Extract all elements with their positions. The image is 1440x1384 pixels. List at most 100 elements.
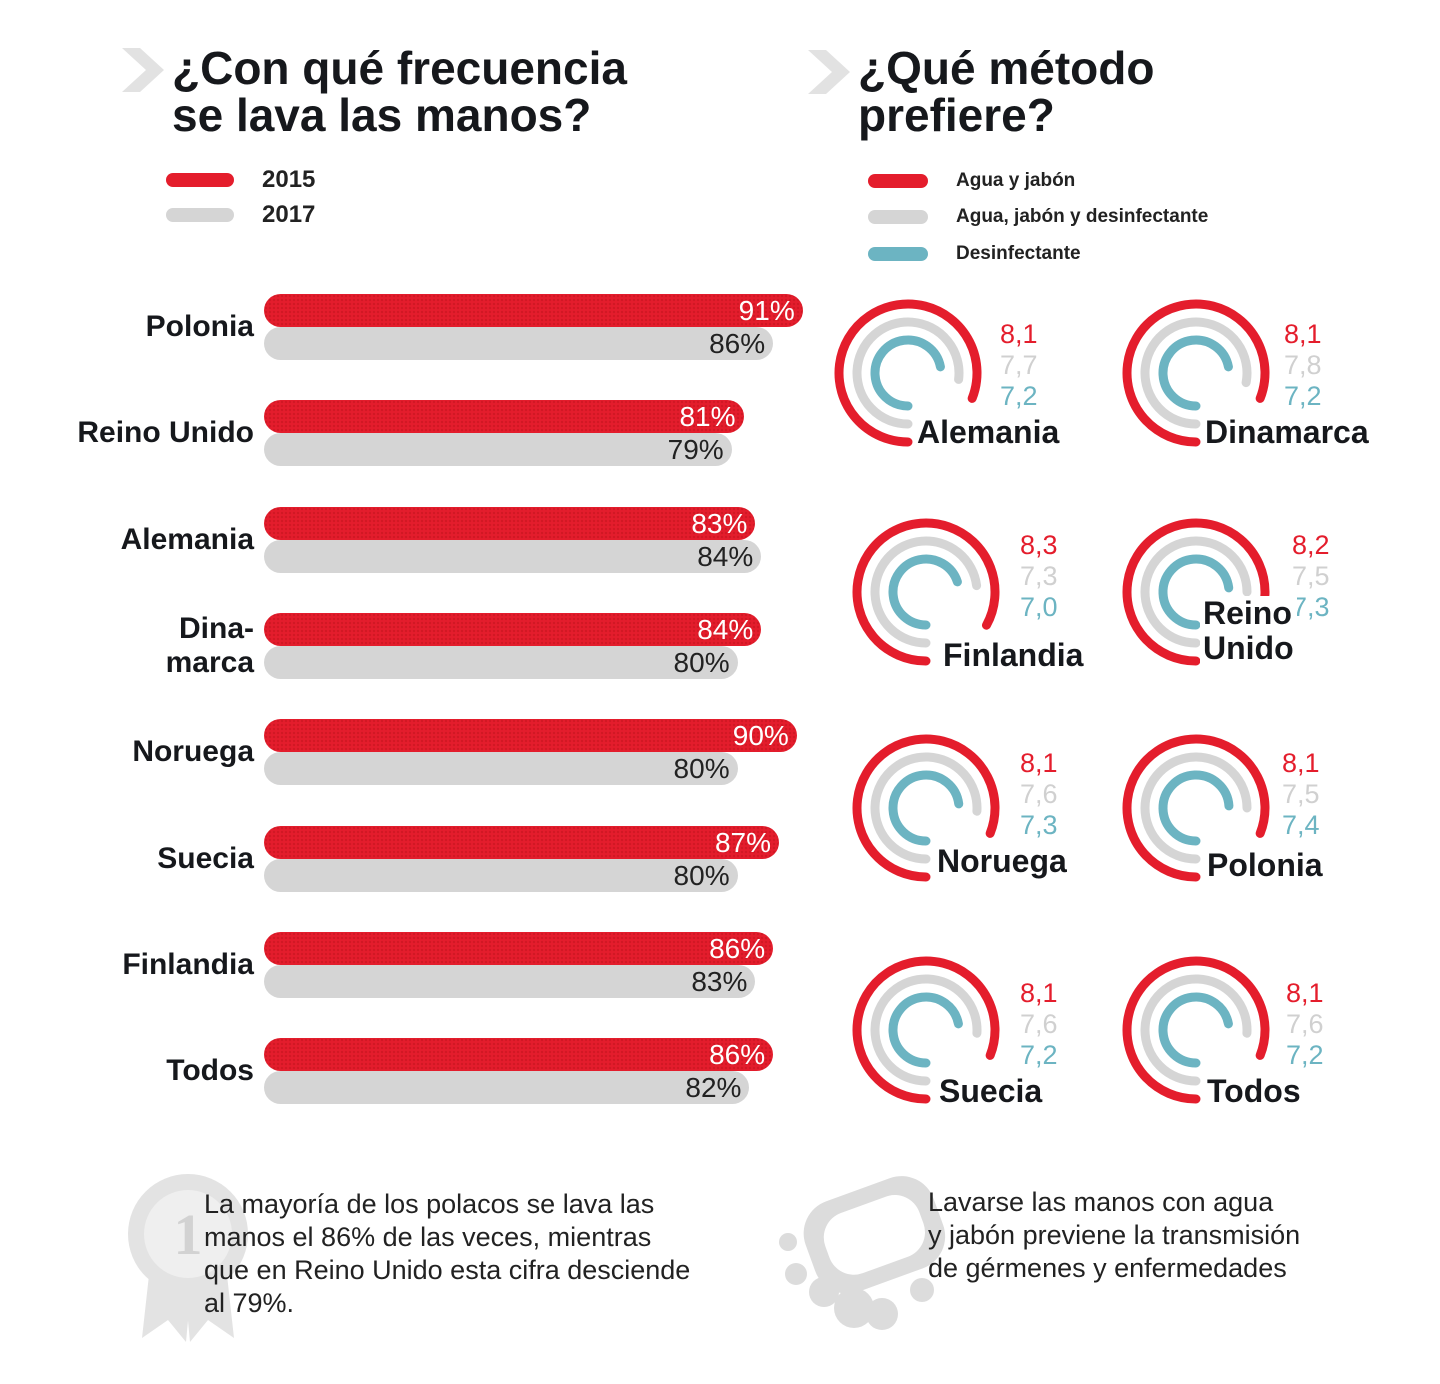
radial-value-label: 8,1	[1000, 319, 1038, 349]
radial-arc-2	[1140, 752, 1252, 864]
radial-chart-svg	[1122, 518, 1270, 666]
legend-swatch	[868, 247, 928, 261]
bar-value-label: 84%	[697, 541, 754, 572]
legend-item-2017: 2017	[166, 201, 315, 229]
radial-arc-2	[870, 974, 982, 1086]
bar-value-label: 80%	[673, 753, 730, 784]
legend-swatch	[868, 210, 928, 224]
radial-arc-3	[888, 770, 964, 846]
bar-2017: 86%	[264, 327, 774, 360]
bar-2015: 84%	[264, 613, 762, 646]
bar-2015: 86%	[264, 1038, 774, 1071]
radial-chart-svg	[1122, 734, 1270, 882]
radial-arc-2	[1140, 317, 1252, 429]
radial-country-label-line: Todos	[1207, 1073, 1301, 1109]
radial-value-label: 8,1	[1286, 978, 1324, 1008]
bar-value-label: 86%	[709, 933, 766, 964]
radial-country-label: Noruega	[934, 844, 1070, 879]
radial-value-label: 7,2	[1020, 1040, 1058, 1070]
radial-arc-1	[852, 518, 1000, 666]
bar-value-label: 91%	[738, 295, 795, 326]
country-label: Dina-marca	[166, 612, 254, 680]
radial-country-label: Todos	[1204, 1074, 1304, 1109]
radial-arc-2	[852, 317, 964, 429]
radial-value-label: 7,7	[1000, 350, 1038, 380]
radial-country-label: Suecia	[936, 1074, 1046, 1109]
bar-value-label: 79%	[667, 434, 724, 465]
bar-2017: 80%	[264, 752, 738, 785]
radial-country-label: Dinamarca	[1202, 415, 1372, 450]
country-label: Reino Unido	[77, 416, 254, 450]
radial-arc-1	[1122, 956, 1270, 1104]
country-label-line: Alemania	[120, 523, 254, 556]
radial-country-label: Alemania	[914, 415, 1063, 450]
radial-value-label: 7,5	[1292, 561, 1330, 591]
bar-2017: 79%	[264, 433, 732, 466]
note-right-line: de gérmenes y enfermedades	[928, 1253, 1287, 1283]
radial-value-label: 8,1	[1284, 319, 1322, 349]
radial-value-label: 7,3	[1020, 810, 1058, 840]
country-label: Alemania	[121, 523, 254, 557]
radial-country-label-line: Polonia	[1207, 847, 1323, 883]
radial-value-label: 7,0	[1020, 592, 1058, 622]
country-label: Suecia	[157, 842, 254, 876]
radial-value-label: 8,3	[1020, 530, 1058, 560]
radial-chart-svg	[852, 734, 1000, 882]
bar-value-label: 84%	[697, 614, 754, 645]
bar-value-label: 86%	[709, 328, 766, 359]
radial-arc-2	[1140, 536, 1252, 648]
radial-value-label: 8,2	[1292, 530, 1330, 560]
note-left-line: manos el 86% de las veces, mientras	[204, 1222, 652, 1252]
radial-chart: 8,1 7,7 7,2 Alemania	[830, 295, 1100, 465]
country-label-line: Todos	[166, 1054, 254, 1087]
radial-value-label: 7,8	[1284, 350, 1322, 380]
radial-arc-1	[834, 299, 982, 447]
country-label-line: Suecia	[157, 842, 254, 875]
bar-2015: 90%	[264, 719, 797, 752]
radial-arc-3	[1158, 554, 1234, 630]
legend-label: 2015	[262, 166, 316, 193]
radial-arc-2	[1140, 974, 1252, 1086]
chevron-right-icon	[122, 48, 164, 92]
radial-value-label: 7,4	[1282, 810, 1320, 840]
bar-2017: 84%	[264, 540, 762, 573]
radial-chart-svg	[852, 518, 1000, 666]
bar-2017: 83%	[264, 965, 756, 998]
radial-chart-svg	[852, 956, 1000, 1104]
radial-chart-svg	[1122, 956, 1270, 1104]
radial-value-label: 8,1	[1020, 748, 1058, 778]
radial-chart: 8,1 7,6 7,3 Noruega	[848, 730, 1118, 900]
note-right-line: y jabón previene la transmisión	[928, 1220, 1301, 1250]
bar-2015: 81%	[264, 400, 744, 433]
country-label: Noruega	[132, 735, 254, 769]
radial-arc-3	[1158, 992, 1233, 1068]
country-label: Polonia	[146, 310, 254, 344]
country-label-line: Noruega	[132, 735, 254, 768]
radial-country-label: Polonia	[1204, 848, 1326, 883]
radial-arc-3	[888, 554, 962, 630]
radial-value-label: 7,6	[1020, 779, 1058, 809]
bar-value-label: 82%	[685, 1072, 742, 1103]
bar-value-label: 87%	[714, 827, 772, 858]
radial-arc-1	[1122, 734, 1270, 882]
bar-2015: 91%	[264, 294, 803, 327]
left-title-line1: ¿Con qué frecuencia	[172, 42, 627, 94]
radial-arc-1	[1122, 518, 1270, 666]
radial-arc-3	[1158, 770, 1234, 846]
note-left-line: La mayoría de los polacos se lava las	[204, 1189, 655, 1219]
country-label: Finlandia	[122, 948, 254, 982]
radial-arc-1	[852, 956, 1000, 1104]
radial-value-label: 7,6	[1286, 1009, 1324, 1039]
bar-2015: 83%	[264, 507, 756, 540]
radial-chart-svg	[834, 299, 982, 447]
note-left: La mayoría de los polacos se lava las ma…	[204, 1188, 690, 1320]
legend-label: Desinfectante	[956, 243, 1081, 264]
legend-label: Agua y jabón	[956, 170, 1076, 191]
bar-value-label: 80%	[673, 860, 730, 891]
radial-country-label: Reino Unido	[1200, 596, 1297, 666]
bar-2015: 87%	[264, 826, 780, 859]
radial-chart: 8,1 7,6 7,2 Suecia	[848, 952, 1118, 1122]
radial-value-label: 7,2	[1000, 381, 1038, 411]
radial-country-label-line: Noruega	[937, 843, 1067, 879]
soap-icon	[779, 1176, 946, 1330]
